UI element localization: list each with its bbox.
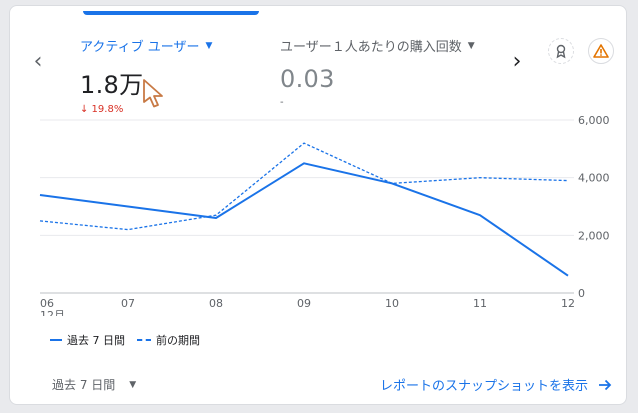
insights-button[interactable] — [548, 38, 574, 64]
warning-icon — [593, 44, 609, 58]
caret-down-icon: ▼ — [205, 40, 213, 51]
x-tick-label: 06 — [40, 297, 54, 310]
chevron-left-icon[interactable]: ‹ — [33, 49, 43, 74]
active-tab-indicator — [83, 11, 259, 15]
metric-tab-active-users[interactable]: アクティブ ユーザー ▼ 1.8万 ↓ 19.8% — [80, 36, 212, 115]
legend-item-current: 過去 7 日間 — [50, 332, 125, 348]
legend-swatch-dashed — [137, 339, 151, 341]
x-tick-label: 09 — [297, 297, 311, 310]
x-tick-label: 12 — [561, 297, 575, 310]
caret-down-icon: ▼ — [129, 379, 137, 390]
view-snapshot-link[interactable]: レポートのスナップショットを表示 — [380, 375, 612, 394]
y-tick-label: 0 — [578, 287, 585, 300]
x-tick-label: 08 — [209, 297, 223, 310]
metric-value: 0.03 — [280, 65, 335, 93]
x-tick-label: 07 — [121, 297, 135, 310]
x-tick-label: 11 — [473, 297, 487, 310]
insights-icon — [556, 44, 566, 59]
legend-label: 過去 7 日間 — [67, 334, 125, 347]
metric-change: - — [280, 97, 284, 108]
metric-tab-purchases-per-user[interactable]: ユーザー１人あたりの購入回数 ▼ 0.03 - — [280, 36, 475, 108]
y-tick-label: 4,000 — [578, 172, 610, 185]
legend-label: 前の期間 — [156, 334, 200, 347]
chevron-right-icon[interactable]: › — [512, 49, 522, 74]
metric-label-text: ユーザー１人あたりの購入回数 — [280, 40, 462, 55]
metric-label: ユーザー１人あたりの購入回数 ▼ — [280, 36, 475, 55]
y-tick-label: 2,000 — [578, 229, 610, 242]
snapshot-link-label: レポートのスナップショットを表示 — [379, 379, 588, 394]
metric-label-text: アクティブ ユーザー — [80, 40, 200, 55]
metric-change: ↓ 19.8% — [80, 104, 124, 115]
alert-button[interactable] — [588, 38, 614, 64]
metric-value: 1.8万 — [80, 71, 144, 99]
metric-card: ‹ アクティブ ユーザー ▼ 1.8万 ↓ 19.8% ユーザー１人あたりの購入… — [9, 5, 627, 405]
x-tick-sublabel: 12月 — [40, 309, 65, 316]
line-chart: 6,000 4,000 2,000 0 06 07 08 09 10 11 12 12月 — [39, 114, 610, 316]
chart-legend: 過去 7 日間 前の期間 — [50, 332, 206, 348]
date-range-dropdown[interactable]: 過去 7 日間 ▼ — [52, 376, 136, 393]
legend-swatch-solid — [50, 339, 62, 341]
series-line-current — [39, 162, 569, 277]
series-line-previous — [39, 142, 569, 231]
x-tick-label: 10 — [385, 297, 399, 310]
mouse-pointer-icon — [143, 79, 163, 108]
date-range-label: 過去 7 日間 — [52, 378, 116, 392]
arrow-right-icon — [599, 379, 612, 390]
y-tick-label: 6,000 — [578, 114, 610, 127]
legend-item-previous: 前の期間 — [137, 332, 200, 348]
caret-down-icon: ▼ — [467, 40, 475, 51]
metric-label: アクティブ ユーザー ▼ — [80, 36, 212, 55]
